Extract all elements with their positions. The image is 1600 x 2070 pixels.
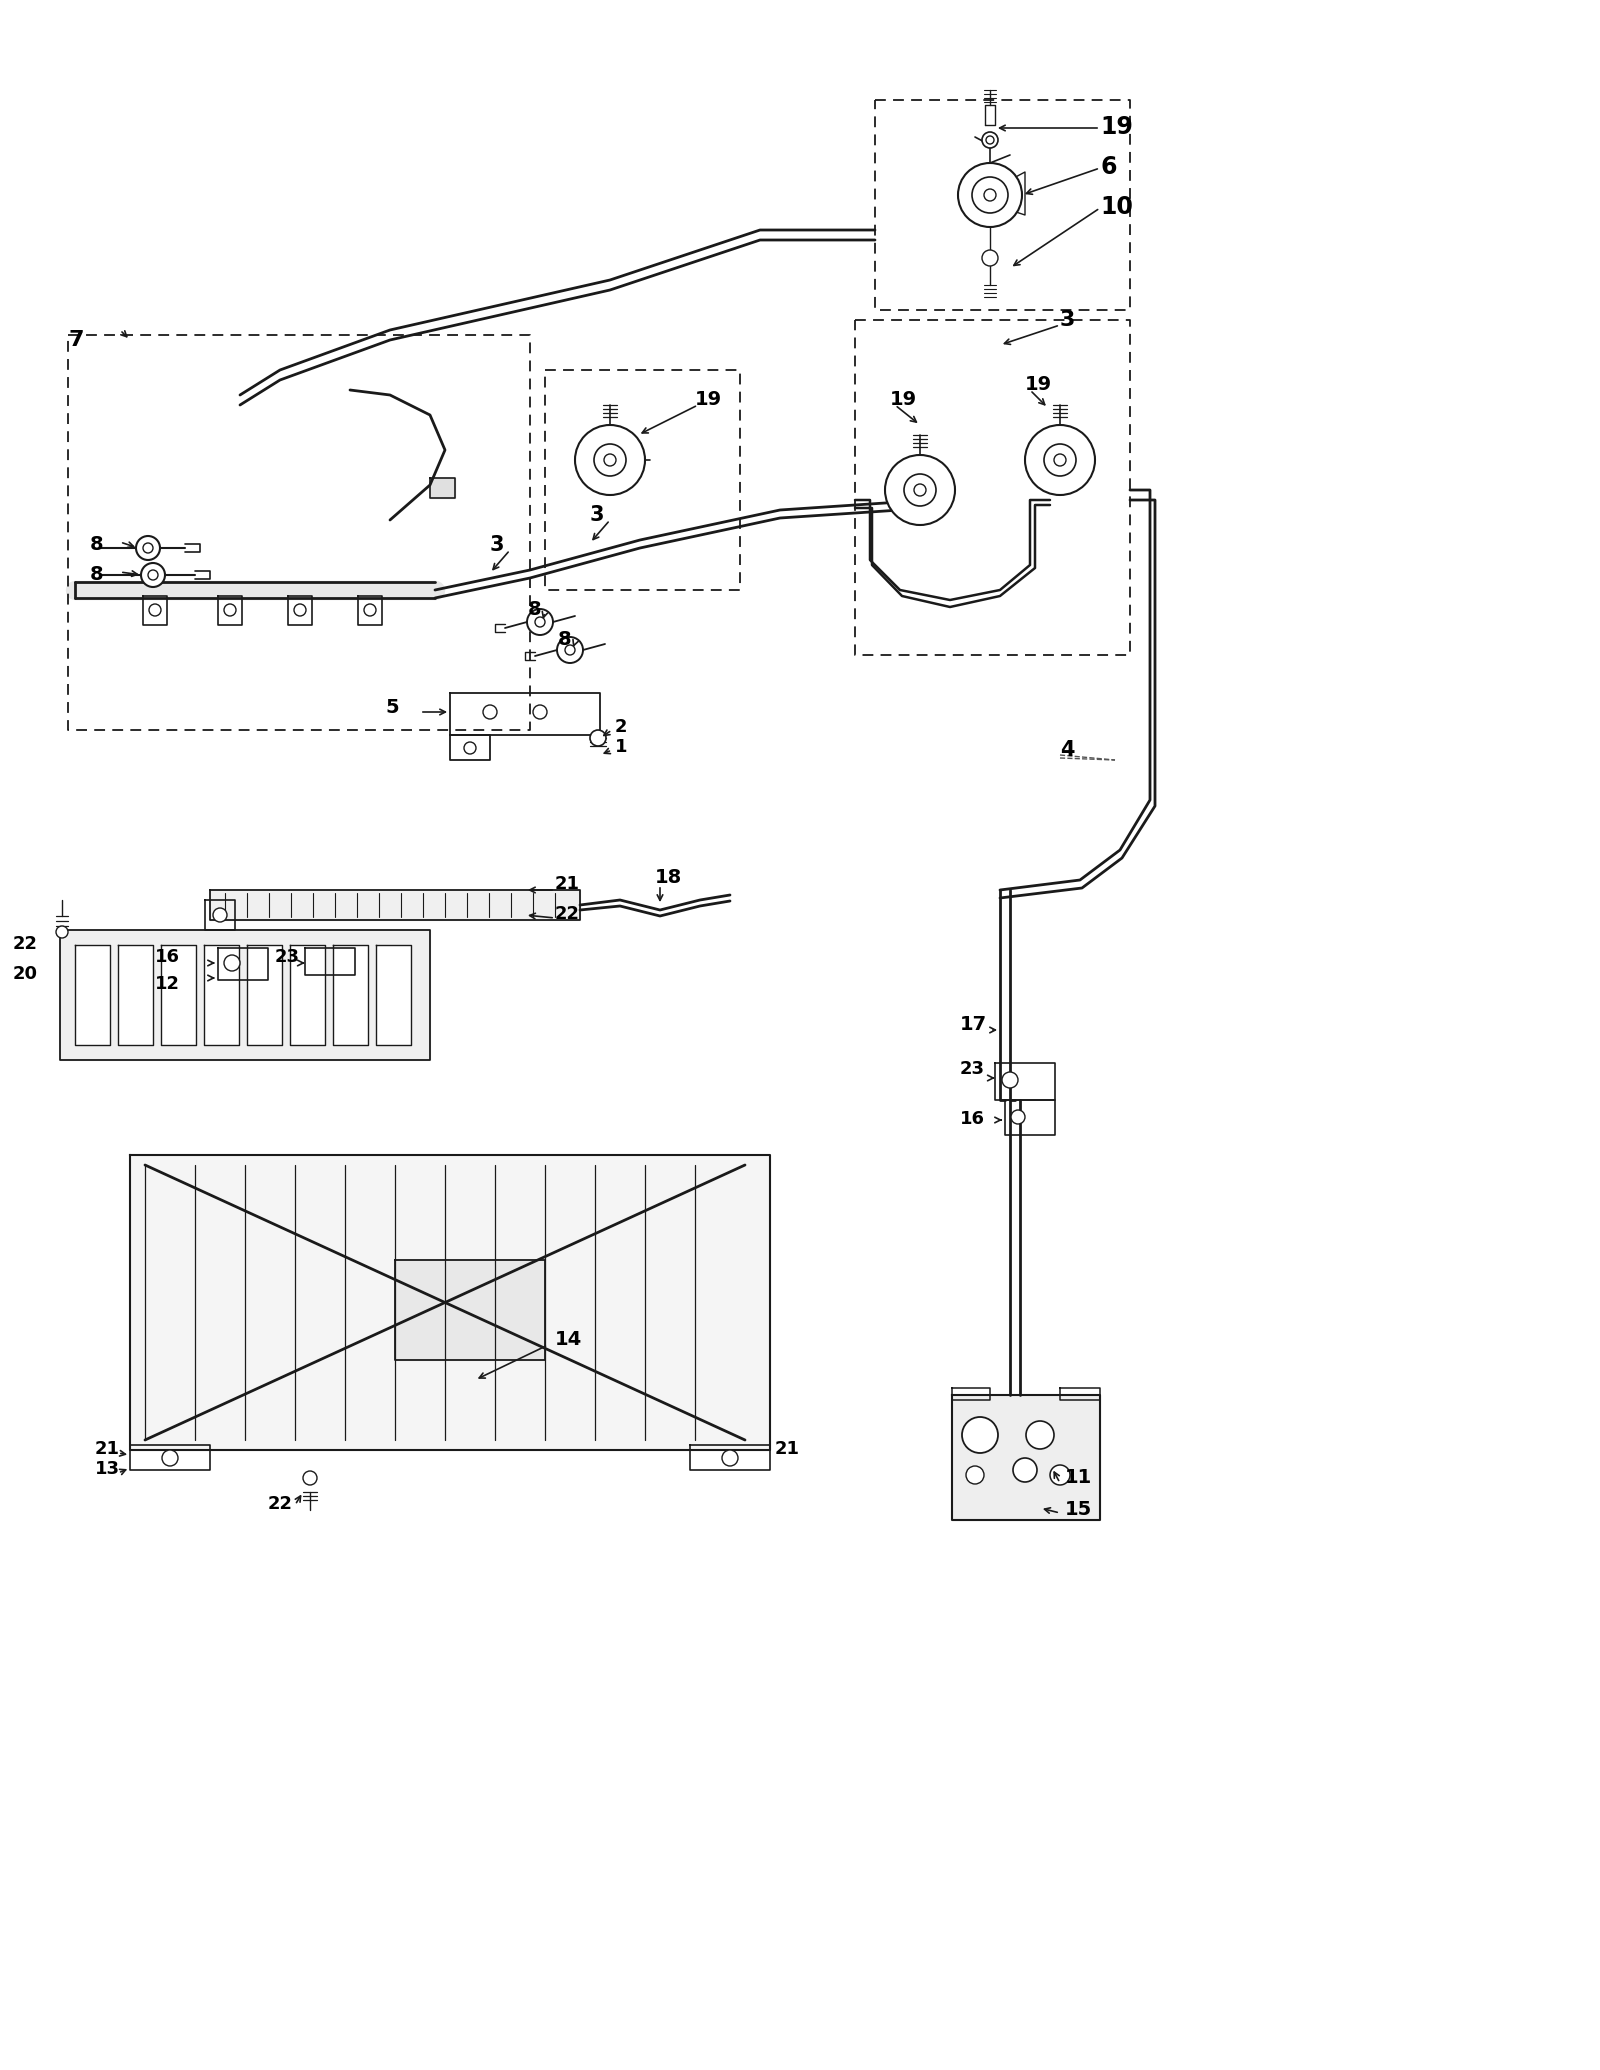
- Polygon shape: [290, 946, 325, 1045]
- Circle shape: [605, 453, 616, 466]
- Circle shape: [722, 1449, 738, 1466]
- Circle shape: [56, 925, 67, 938]
- Circle shape: [1011, 1110, 1026, 1124]
- Text: 16: 16: [155, 948, 179, 967]
- Text: 22: 22: [13, 936, 38, 952]
- Circle shape: [982, 250, 998, 267]
- Text: 14: 14: [555, 1331, 582, 1350]
- Circle shape: [142, 542, 154, 553]
- Polygon shape: [130, 1155, 770, 1449]
- Polygon shape: [246, 946, 282, 1045]
- Text: 7: 7: [67, 329, 83, 350]
- Polygon shape: [162, 946, 195, 1045]
- Text: 19: 19: [694, 389, 722, 410]
- Circle shape: [147, 569, 158, 580]
- Polygon shape: [395, 1261, 546, 1360]
- Circle shape: [1013, 1457, 1037, 1482]
- Circle shape: [141, 563, 165, 588]
- Text: 21: 21: [555, 876, 579, 892]
- Circle shape: [1054, 453, 1066, 466]
- Polygon shape: [205, 946, 238, 1045]
- Text: 3: 3: [590, 505, 605, 526]
- Text: 10: 10: [1101, 195, 1133, 219]
- Circle shape: [590, 731, 606, 745]
- Text: 22: 22: [555, 905, 579, 923]
- Text: 22: 22: [269, 1495, 293, 1513]
- Text: 15: 15: [1066, 1501, 1093, 1519]
- Circle shape: [973, 178, 1008, 213]
- Circle shape: [1050, 1466, 1070, 1484]
- Text: 21: 21: [774, 1441, 800, 1457]
- Polygon shape: [952, 1395, 1101, 1519]
- Circle shape: [574, 424, 645, 495]
- Circle shape: [984, 188, 995, 201]
- Text: 8: 8: [558, 629, 571, 650]
- Circle shape: [294, 604, 306, 617]
- Polygon shape: [376, 946, 411, 1045]
- Polygon shape: [75, 946, 110, 1045]
- Text: 3: 3: [490, 534, 504, 555]
- Circle shape: [162, 1449, 178, 1466]
- Circle shape: [565, 646, 574, 654]
- Polygon shape: [61, 929, 430, 1060]
- Text: 8: 8: [528, 600, 542, 619]
- Circle shape: [1002, 1072, 1018, 1089]
- Circle shape: [557, 638, 582, 662]
- Circle shape: [966, 1466, 984, 1484]
- Text: 5: 5: [386, 698, 398, 716]
- Text: 21: 21: [94, 1441, 120, 1457]
- Polygon shape: [118, 946, 154, 1045]
- Circle shape: [533, 706, 547, 718]
- Circle shape: [149, 604, 162, 617]
- Circle shape: [213, 909, 227, 921]
- Polygon shape: [210, 890, 579, 919]
- Circle shape: [958, 164, 1022, 228]
- Circle shape: [534, 617, 546, 627]
- Circle shape: [302, 1472, 317, 1484]
- Text: 17: 17: [960, 1014, 987, 1035]
- Text: 8: 8: [90, 565, 104, 584]
- Text: 16: 16: [960, 1110, 986, 1128]
- Text: 8: 8: [90, 534, 104, 555]
- Text: 12: 12: [155, 975, 179, 994]
- Text: 13: 13: [94, 1459, 120, 1478]
- Circle shape: [982, 132, 998, 147]
- Circle shape: [464, 741, 477, 753]
- Circle shape: [136, 536, 160, 561]
- Circle shape: [914, 484, 926, 497]
- Polygon shape: [333, 946, 368, 1045]
- Text: 19: 19: [1026, 375, 1053, 393]
- Text: 18: 18: [654, 867, 682, 888]
- Circle shape: [962, 1418, 998, 1453]
- Circle shape: [885, 455, 955, 526]
- Circle shape: [904, 474, 936, 505]
- Circle shape: [365, 604, 376, 617]
- Polygon shape: [430, 478, 454, 499]
- Text: 19: 19: [890, 389, 917, 410]
- Circle shape: [986, 137, 994, 145]
- Text: 2: 2: [614, 718, 627, 737]
- Text: 20: 20: [13, 965, 38, 983]
- Circle shape: [1026, 1420, 1054, 1449]
- Circle shape: [594, 443, 626, 476]
- Text: 23: 23: [960, 1060, 986, 1078]
- Text: 3: 3: [1059, 310, 1075, 329]
- Text: 23: 23: [275, 948, 301, 967]
- Text: 11: 11: [1066, 1468, 1093, 1486]
- Circle shape: [224, 954, 240, 971]
- Circle shape: [1026, 424, 1094, 495]
- Circle shape: [224, 604, 237, 617]
- Text: 6: 6: [1101, 155, 1117, 178]
- Circle shape: [1043, 443, 1075, 476]
- Text: 4: 4: [1059, 739, 1075, 760]
- Text: 19: 19: [1101, 116, 1133, 139]
- Circle shape: [526, 609, 554, 635]
- Text: 1: 1: [614, 739, 627, 756]
- Circle shape: [483, 706, 498, 718]
